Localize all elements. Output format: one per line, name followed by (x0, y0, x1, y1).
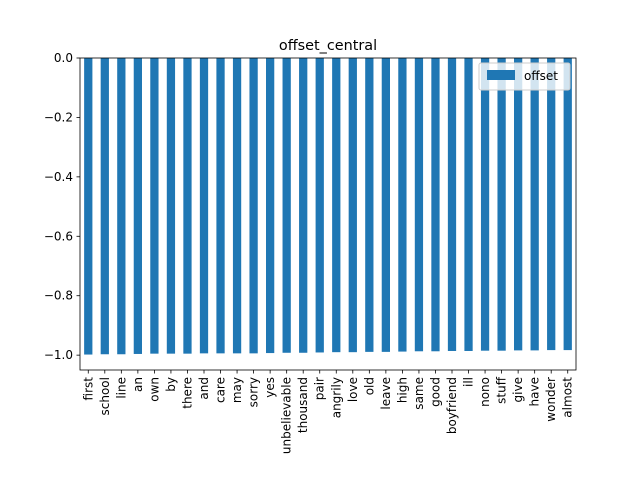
x-tick-label: line (114, 377, 128, 399)
bar-leave (381, 58, 390, 352)
bar-high (398, 58, 407, 352)
bar-there (183, 58, 192, 354)
bar-own (150, 58, 159, 354)
x-tick-label: ill (462, 377, 476, 387)
bar-same (414, 58, 424, 352)
bar-pair (315, 58, 324, 353)
bar-line (117, 58, 126, 355)
bar-almost (563, 58, 572, 351)
bar-unbelievable (282, 58, 291, 353)
legend-box (478, 62, 571, 91)
x-tick-label: angrily (329, 377, 343, 418)
x-tick-label: high (395, 377, 409, 403)
bar-sorry (249, 58, 258, 354)
plot-frame (79, 57, 577, 371)
bar-old (365, 58, 374, 352)
bar-by (166, 58, 176, 354)
x-tick-label: thousand (296, 377, 310, 433)
y-tick-label: −0.6 (44, 229, 73, 243)
chart-title: offset_central (279, 38, 377, 54)
y-tick-label: −0.4 (44, 170, 73, 184)
x-tick-label: school (98, 377, 112, 415)
bars-group (84, 58, 572, 355)
bar-boyfriend (447, 58, 457, 351)
x-tick-label: almost (561, 377, 575, 418)
x-tick-label: unbelievable (280, 377, 294, 454)
x-tick-label: boyfriend (445, 377, 459, 434)
bar-have (530, 58, 539, 351)
x-tick-label: care (214, 377, 228, 403)
bar-thousand (299, 58, 308, 353)
x-tick-label: pair (313, 377, 327, 400)
x-tick-label: old (362, 377, 376, 395)
bar-care (216, 58, 225, 354)
bar-nono (480, 58, 490, 351)
x-tick-label: first (81, 377, 95, 401)
x-tick-label: own (147, 377, 161, 402)
bar-stuff (497, 58, 506, 351)
legend: offset (478, 62, 571, 91)
legend-label: offset (524, 69, 558, 83)
x-tick-label: yes (263, 377, 277, 398)
x-tick-label: by (164, 377, 178, 392)
x-tick-label: good (428, 377, 442, 407)
bar-first (84, 58, 93, 355)
x-tick-label: give (511, 377, 525, 402)
bar-yes (266, 58, 275, 354)
bar-and (199, 58, 209, 354)
x-tick-label: and (197, 377, 211, 400)
x-tick-label: there (180, 377, 194, 409)
y-tick-label: 0.0 (54, 51, 73, 65)
x-tick-label: leave (379, 377, 393, 410)
legend-swatch (487, 70, 515, 80)
x-tick-label: stuff (495, 376, 509, 404)
y-axis: 0.0 −0.2 −0.4 −0.6 −0.8 −1.0 (44, 51, 80, 362)
bar-good (431, 58, 440, 352)
y-tick-label: −0.8 (44, 289, 73, 303)
bar-ill (464, 58, 473, 351)
x-tick-label: an (131, 377, 145, 392)
x-tick-label: same (412, 377, 426, 410)
x-tick-label: have (528, 377, 542, 406)
bar-love (348, 58, 357, 353)
bar-angrily (332, 58, 341, 353)
bar-an (133, 58, 142, 354)
x-tick-label: nono (478, 377, 492, 407)
y-tick-label: −1.0 (44, 348, 73, 362)
y-tick-label: −0.2 (44, 110, 73, 124)
bar-wonder (547, 58, 556, 351)
x-tick-label: wonder (544, 377, 558, 422)
x-tick-label: sorry (247, 377, 261, 407)
bar-may (232, 58, 242, 354)
x-tick-label: love (346, 377, 360, 402)
bar-give (514, 58, 523, 351)
bar-school (100, 58, 109, 355)
x-axis: first school line an own by there and care may sor… (81, 370, 575, 454)
x-tick-label: may (230, 377, 244, 403)
